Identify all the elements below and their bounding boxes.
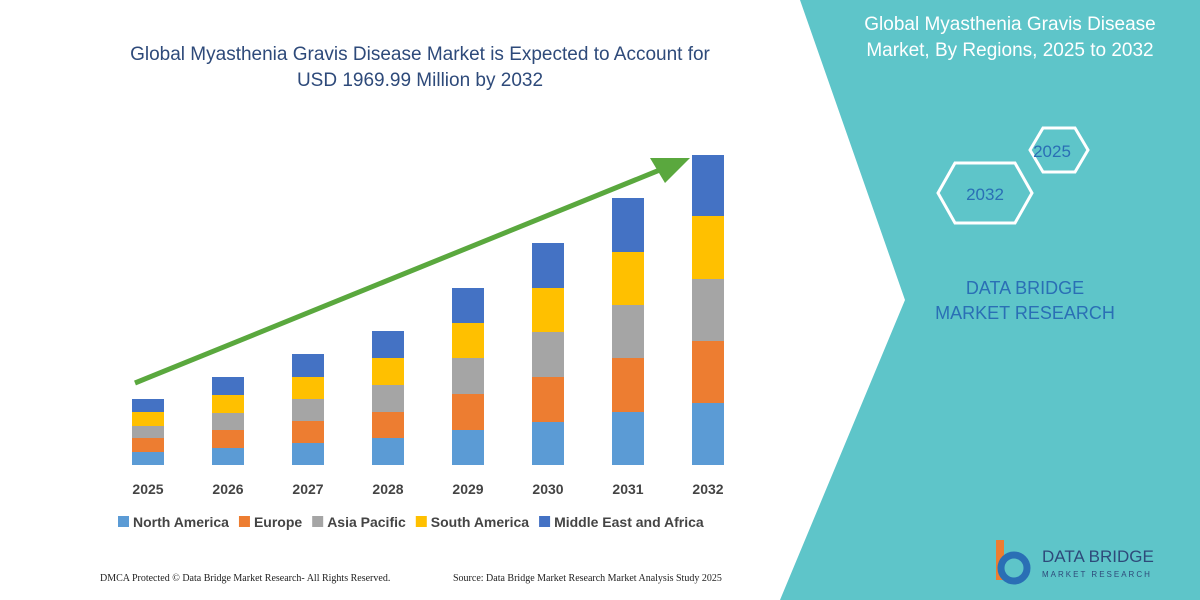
hexagon bbox=[936, 161, 1034, 225]
bar-segment bbox=[692, 341, 724, 403]
logo-name: DATA BRIDGE bbox=[1042, 547, 1154, 566]
x-tick-label: 2028 bbox=[372, 481, 403, 497]
hexagon bbox=[1028, 126, 1090, 174]
bar-segment bbox=[612, 305, 644, 358]
bar-segment bbox=[532, 377, 564, 422]
bar-segment bbox=[692, 279, 724, 341]
x-tick-label: 2032 bbox=[692, 481, 723, 497]
bar-segment bbox=[292, 443, 324, 465]
side-background bbox=[780, 0, 1200, 600]
legend-swatch bbox=[312, 516, 324, 527]
trend-arrowhead bbox=[650, 158, 690, 183]
bar-segment bbox=[132, 412, 164, 426]
bar-segment bbox=[132, 426, 164, 438]
hexagon-label: 2025 bbox=[1033, 142, 1071, 161]
bar-segment bbox=[372, 331, 404, 358]
bar-segment bbox=[452, 358, 484, 394]
bar-segment bbox=[692, 155, 724, 216]
bar-segment bbox=[372, 438, 404, 465]
bar-segment bbox=[292, 399, 324, 421]
bar-segment bbox=[132, 438, 164, 452]
legend-label: South America bbox=[431, 514, 529, 530]
x-tick-label: 2031 bbox=[612, 481, 643, 497]
bar-segment bbox=[212, 430, 244, 448]
legend-label: Europe bbox=[254, 514, 302, 530]
legend-label: Middle East and Africa bbox=[554, 514, 704, 530]
x-tick-label: 2030 bbox=[532, 481, 563, 497]
bar-segment bbox=[292, 377, 324, 399]
bar-segment bbox=[372, 412, 404, 438]
bar-segment bbox=[452, 430, 484, 465]
logo-mark bbox=[997, 551, 1031, 585]
bar-segment bbox=[612, 412, 644, 465]
bar-segment bbox=[612, 198, 644, 252]
plot: 2025 2026 2027 2028 2029 2030 2031 2032 North Am… bbox=[118, 155, 724, 530]
bar-segment bbox=[292, 421, 324, 443]
bar-segment bbox=[212, 395, 244, 413]
bar-segment bbox=[612, 358, 644, 412]
bar-segment bbox=[692, 216, 724, 279]
bar-segment bbox=[132, 452, 164, 465]
x-tick-label: 2029 bbox=[452, 481, 483, 497]
x-tick-label: 2026 bbox=[212, 481, 243, 497]
bar-segment bbox=[452, 323, 484, 358]
bar-segment bbox=[532, 422, 564, 465]
legend-swatch bbox=[415, 516, 427, 527]
x-tick-label: 2027 bbox=[292, 481, 323, 497]
legend-swatch bbox=[539, 516, 551, 527]
bar-segment bbox=[532, 288, 564, 332]
panel-title: Global Myasthenia Gravis Disease Market,… bbox=[864, 14, 1156, 61]
legend-label: Asia Pacific bbox=[327, 514, 406, 530]
logo: DATA BRIDGE MARKET RESEARCH bbox=[996, 540, 1154, 585]
logo-tagline: MARKET RESEARCH bbox=[1042, 570, 1152, 579]
legend-swatch bbox=[238, 516, 250, 527]
bar-segment bbox=[212, 377, 244, 395]
trend-arrow bbox=[134, 162, 673, 386]
bar-segment bbox=[372, 358, 404, 385]
legend-label: North America bbox=[133, 514, 229, 530]
chart-title: Global Myasthenia Gravis Disease Market … bbox=[130, 44, 710, 91]
brand-text: DATA BRIDGE MARKET RESEARCH bbox=[935, 278, 1115, 323]
bar-segment bbox=[532, 243, 564, 288]
bar-segment bbox=[132, 399, 164, 412]
hexagon-label: 2032 bbox=[966, 185, 1004, 204]
bar-segment bbox=[292, 354, 324, 377]
bar-segment bbox=[692, 403, 724, 465]
bar-segment bbox=[452, 394, 484, 430]
bar-segment bbox=[612, 252, 644, 305]
bar-segment bbox=[212, 413, 244, 430]
footer-left: DMCA Protected © Data Bridge Market Rese… bbox=[100, 573, 391, 584]
bar-segment bbox=[532, 332, 564, 377]
bar-segment bbox=[372, 385, 404, 412]
bar-segment bbox=[212, 448, 244, 465]
footer-right: Source: Data Bridge Market Research Mark… bbox=[453, 573, 722, 584]
bar-segment bbox=[452, 288, 484, 323]
legend-swatch bbox=[118, 516, 129, 527]
x-tick-label: 2025 bbox=[132, 481, 163, 497]
